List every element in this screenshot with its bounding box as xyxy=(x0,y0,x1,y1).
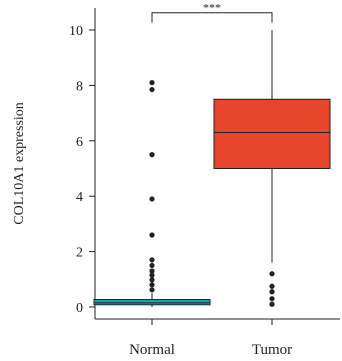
outlier-point xyxy=(149,287,155,293)
outlier-point xyxy=(269,301,275,307)
significance-label: *** xyxy=(203,1,221,15)
y-tick-label: 6 xyxy=(76,135,83,150)
outlier-point xyxy=(149,152,155,158)
x-tick-label: Normal xyxy=(129,342,175,358)
outlier-point xyxy=(149,257,155,263)
category-labels: Normal Tumor xyxy=(129,319,292,358)
box-tumor xyxy=(213,30,331,307)
outlier-point xyxy=(149,262,155,269)
outlier-point xyxy=(149,277,155,283)
outlier-point xyxy=(149,272,155,278)
outlier-point xyxy=(269,296,275,302)
y-tick-label: 10 xyxy=(69,24,83,39)
outlier-point xyxy=(269,271,275,277)
outlier-point xyxy=(269,283,275,289)
y-tick-label: 4 xyxy=(76,190,83,205)
box-normal xyxy=(93,80,211,307)
outlier-point xyxy=(269,289,275,295)
y-ticks: 0 2 4 6 8 10 xyxy=(69,24,95,316)
outlier-point xyxy=(149,86,155,93)
significance-bracket-line xyxy=(151,12,273,23)
outlier-point xyxy=(149,232,155,238)
y-tick-label: 8 xyxy=(76,79,83,94)
y-tick-label: 2 xyxy=(76,246,83,261)
box-body xyxy=(213,98,331,169)
outlier-point xyxy=(149,80,155,86)
significance-bracket: *** xyxy=(151,1,273,23)
y-axis-title: COL10A1 expression xyxy=(12,102,27,225)
outlier-point xyxy=(149,268,155,274)
x-tick-label: Tumor xyxy=(252,342,292,358)
y-tick-label: 0 xyxy=(76,301,83,316)
boxes xyxy=(93,30,331,307)
box-body xyxy=(93,299,211,306)
outlier-point xyxy=(149,282,155,288)
outlier-point xyxy=(149,196,155,202)
